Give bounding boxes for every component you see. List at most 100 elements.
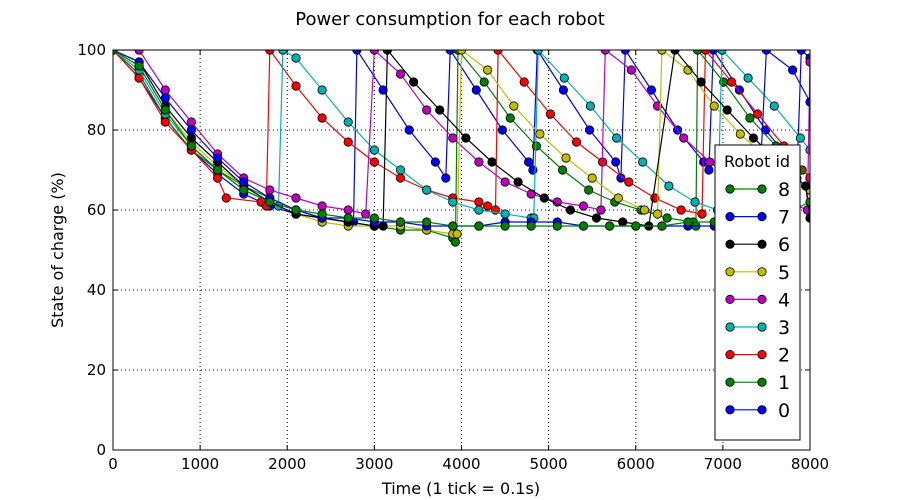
data-point	[709, 101, 719, 111]
legend-marker	[757, 212, 767, 222]
legend-marker	[725, 239, 735, 249]
legend-item-robot-4: 4	[725, 289, 790, 311]
data-point	[620, 50, 630, 55]
legend-marker	[757, 294, 767, 304]
data-point	[683, 217, 693, 227]
data-point	[186, 125, 196, 135]
data-point	[652, 209, 663, 219]
data-point	[239, 177, 249, 187]
data-point	[395, 165, 406, 175]
data-point	[690, 197, 700, 207]
data-point	[395, 173, 406, 183]
series-robot-3	[113, 50, 810, 223]
plot-frame	[112, 49, 811, 451]
data-point	[693, 50, 703, 55]
data-point	[513, 177, 523, 187]
data-point	[611, 157, 621, 167]
data-point	[474, 157, 484, 167]
data-point	[696, 77, 706, 87]
data-point	[265, 197, 275, 207]
legend-marker	[757, 405, 767, 415]
data-point	[221, 193, 231, 203]
y-tick-label: 0	[96, 441, 106, 459]
data-point	[734, 85, 745, 95]
data-point	[422, 217, 432, 227]
data-point	[611, 133, 622, 143]
data-point	[456, 50, 467, 55]
data-point	[291, 205, 301, 215]
data-point	[539, 193, 549, 203]
legend-marker	[757, 322, 767, 332]
data-point	[587, 173, 597, 183]
legend-item-robot-5: 5	[725, 262, 790, 284]
legend-marker	[757, 184, 767, 194]
data-point	[761, 50, 771, 55]
data-point	[533, 50, 543, 55]
x-tick-label: 4000	[442, 455, 480, 473]
data-point	[160, 117, 170, 127]
data-point	[134, 50, 144, 55]
data-point	[704, 165, 714, 175]
x-tick-label: 2000	[268, 455, 306, 473]
data-point	[160, 105, 170, 115]
data-point	[430, 157, 440, 167]
data-point	[717, 50, 727, 55]
data-point	[535, 129, 545, 139]
data-point	[596, 205, 606, 215]
data-point	[422, 185, 432, 195]
data-point	[422, 105, 432, 115]
data-point	[213, 153, 223, 163]
x-tick-label: 8000	[791, 455, 829, 473]
data-point	[487, 157, 497, 167]
legend-label: 7	[778, 207, 790, 229]
legend-label: 3	[778, 317, 790, 339]
x-tick-label: 1000	[181, 455, 219, 473]
data-point	[545, 109, 556, 119]
data-point	[450, 237, 460, 247]
data-point	[404, 125, 414, 135]
data-point	[552, 221, 562, 231]
data-point	[559, 73, 569, 83]
data-point	[585, 101, 596, 111]
y-tick-label: 100	[77, 41, 106, 59]
data-point	[519, 77, 529, 87]
legend-marker	[725, 405, 735, 415]
legend-item-robot-2: 2	[725, 345, 790, 367]
x-tick-label: 6000	[617, 455, 655, 473]
data-point	[265, 185, 275, 195]
data-point	[500, 221, 510, 231]
data-point	[697, 209, 707, 219]
data-point	[604, 221, 615, 231]
data-point	[787, 65, 798, 75]
y-tick-label: 60	[87, 201, 106, 219]
data-point	[624, 177, 634, 187]
data-point	[482, 65, 493, 75]
y-axis-label: State of charge (%)	[48, 172, 67, 328]
data-point	[461, 133, 471, 143]
data-point	[352, 50, 362, 55]
data-point	[676, 205, 686, 215]
data-point	[584, 185, 594, 195]
data-point	[500, 177, 510, 187]
data-point	[435, 105, 445, 115]
data-point	[646, 85, 657, 95]
x-axis-ticks: 0 1000 2000 3000 4000 5000 6000 7000 8000	[108, 50, 829, 473]
data-point	[369, 50, 379, 55]
data-point	[343, 205, 353, 215]
legend-box	[714, 144, 801, 441]
legend-marker	[725, 184, 735, 194]
data-point	[471, 85, 481, 95]
data-point	[743, 73, 753, 83]
legend-items: 8 7 6 5 4 3 2 1 0	[725, 179, 790, 422]
data-point	[571, 137, 582, 147]
data-point	[705, 157, 715, 167]
data-point	[700, 50, 710, 55]
data-point	[265, 50, 275, 55]
data-point	[509, 101, 519, 111]
x-tick-label: 7000	[704, 455, 742, 473]
data-point	[735, 129, 745, 139]
data-point	[343, 213, 353, 223]
data-point	[801, 181, 810, 191]
